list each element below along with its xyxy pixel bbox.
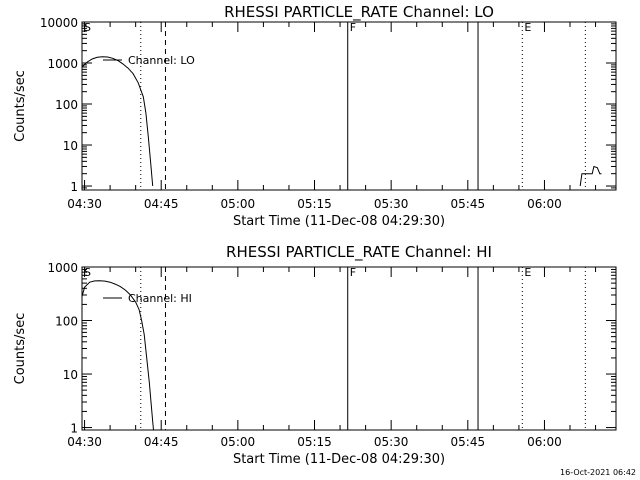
y-tick-label: 1 [70,180,78,194]
chart-title: RHESSI PARTICLE_RATE Channel: HI [226,243,492,262]
y-tick-label: 10000 [40,16,78,30]
x-tick-label: 05:30 [374,197,409,211]
y-tick-label: 1000 [47,57,78,71]
plot-frame [81,21,617,191]
x-tick-label: 05:00 [221,435,256,449]
chart-panel-hi: RHESSI PARTICLE_RATE Channel: HI 04:30 04:… [13,243,617,467]
x-axis-label: Start Time (11-Dec-08 04:29:30) [233,214,445,229]
x-tick-label: 05:15 [297,435,332,449]
data-series-line [82,280,154,430]
x-tick-label: 05:30 [374,435,409,449]
y-tick-label: 100 [55,98,78,112]
x-tick-label: 05:45 [451,435,486,449]
event-marker-label: E [524,266,531,279]
y-axis-label: Counts/sec [13,313,28,385]
chart-title: RHESSI PARTICLE_RATE Channel: LO [224,3,494,22]
x-axis-label: Start Time (11-Dec-08 04:29:30) [233,452,445,467]
event-marker-label: E [524,21,531,34]
legend-label: Channel: LO [128,54,195,67]
data-series-line [82,56,154,187]
event-marker-label: F [350,266,356,279]
x-tick-label: 06:00 [527,197,562,211]
data-series-line [579,165,602,187]
x-tick-label: 04:45 [144,197,179,211]
legend-label: Channel: HI [128,292,192,305]
y-tick-label: 10 [63,368,78,382]
x-tick-label: 05:15 [297,197,332,211]
x-tick-label: 05:45 [451,197,486,211]
timestamp: 16-Oct-2021 06:42 [560,468,636,477]
y-axis-label: Counts/sec [13,70,28,142]
y-tick-label: 1 [70,422,78,436]
chart-panel-lo: RHESSI PARTICLE_RATE Channel: LO 04:30 04:… [13,3,617,229]
y-tick-label: 1000 [47,261,78,275]
y-tick-label: 10 [63,139,78,153]
event-marker-label: F [350,21,356,34]
x-tick-label: 04:45 [144,435,179,449]
y-tick-label: 100 [55,315,78,329]
x-tick-label: 06:00 [527,435,562,449]
x-tick-label: 04:30 [67,435,102,449]
x-tick-label: 05:00 [221,197,256,211]
event-marker-label: S [84,266,91,279]
event-marker-label: S [84,21,91,34]
x-tick-label: 04:30 [67,197,102,211]
